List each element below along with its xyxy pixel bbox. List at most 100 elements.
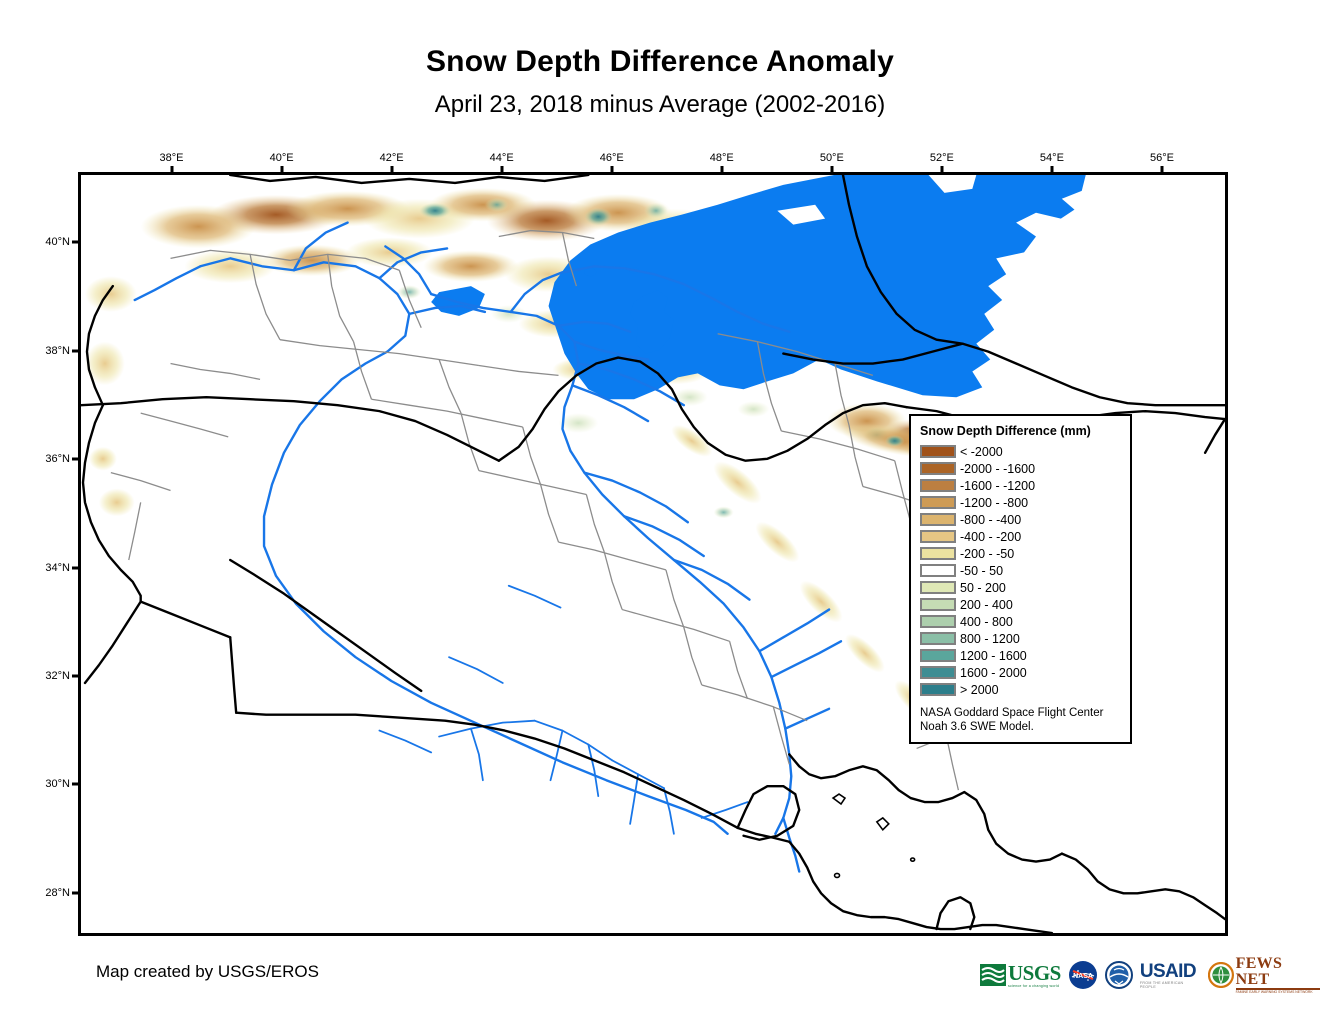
page-title: Snow Depth Difference Anomaly [425, 45, 895, 78]
longitude-tick [720, 166, 724, 175]
latitude-tick [72, 782, 81, 786]
longitude-tick [1160, 166, 1164, 175]
legend-row[interactable]: 1200 - 1600 [920, 647, 1122, 664]
latitude-label: 28°N [45, 886, 70, 899]
legend-swatch [920, 479, 956, 492]
usgs-logo-tagline: science for a changing world [1008, 983, 1060, 988]
legend-row[interactable]: -200 - -50 [920, 545, 1122, 562]
legend-row[interactable]: 50 - 200 [920, 579, 1122, 596]
coastline-gulf-iran [963, 790, 1064, 863]
longitude-tick [830, 166, 834, 175]
legend-swatch [920, 445, 956, 458]
legend-row[interactable]: 1600 - 2000 [920, 664, 1122, 681]
nasa-logo: NASA [1068, 959, 1098, 991]
legend-row[interactable]: -1200 - -800 [920, 494, 1122, 511]
legend-swatch [920, 598, 956, 611]
latitude-tick [72, 240, 81, 244]
legend-row[interactable]: -2000 - -1600 [920, 460, 1122, 477]
rivers [133, 221, 843, 873]
legend-label: 50 - 200 [960, 580, 1006, 595]
legend-label: > 2000 [960, 682, 999, 697]
legend-row[interactable]: < -2000 [920, 443, 1122, 460]
attribution-line-1: NASA Goddard Space Flight Center [920, 707, 1104, 719]
longitude-label: 56°E [1149, 152, 1174, 164]
latitude-tick [72, 349, 81, 353]
latitude-tick [72, 566, 81, 570]
latitude-label: 30°N [45, 778, 70, 791]
coastline-levant [81, 403, 142, 603]
coastline-gulf-south [788, 840, 1054, 933]
latitude-label: 36°N [45, 453, 70, 466]
legend-swatch [920, 581, 956, 594]
page-subtitle: April 23, 2018 minus Average (2002-2016) [434, 91, 886, 118]
latitude-tick [72, 891, 81, 895]
legend-label: 1200 - 1600 [960, 648, 1027, 663]
longitude-tick [500, 166, 504, 175]
longitude-label: 50°E [819, 152, 844, 164]
international-borders [81, 175, 1225, 933]
longitude-label: 44°E [489, 152, 514, 164]
legend-label: 200 - 400 [960, 597, 1013, 612]
legend-label: 1600 - 2000 [960, 665, 1027, 680]
river-euphrates [199, 257, 729, 835]
legend-swatch [920, 564, 956, 577]
fewsnet-logo: FEWS NET FAMINE EARLY WARNING SYSTEMS NE… [1207, 955, 1320, 994]
latitude-tick [72, 457, 81, 461]
legend-label: -2000 - -1600 [960, 461, 1036, 476]
legend-swatch [920, 666, 956, 679]
legend-row[interactable]: 800 - 1200 [920, 630, 1122, 647]
coastline-gulf-north [788, 753, 966, 804]
latitude-label: 38°N [45, 344, 70, 357]
longitude-tick [170, 166, 174, 175]
legend-row[interactable]: -800 - -400 [920, 511, 1122, 528]
legend-label: -200 - -50 [960, 546, 1015, 561]
legend-label: -400 - -200 [960, 529, 1022, 544]
legend-swatch [920, 547, 956, 560]
longitude-label: 38°E [159, 152, 184, 164]
usgs-logo-text: USGS [1008, 960, 1061, 985]
legend-row[interactable]: 200 - 400 [920, 596, 1122, 613]
legend-swatch [920, 615, 956, 628]
longitude-label: 48°E [709, 152, 734, 164]
usgs-logo: USGS science for a changing world [980, 959, 1061, 991]
svg-text:NASA: NASA [1073, 973, 1093, 980]
small-lake-a [584, 268, 597, 277]
legend-attribution: NASA Goddard Space Flight Center Noah 3.… [920, 706, 1122, 735]
nasa-meatball-icon: NASA [1068, 961, 1097, 989]
footer-credit: Map created by USGS/EROS [96, 962, 319, 981]
usaid-logo-text: USAID [1139, 960, 1197, 982]
latitude-label: 40°N [45, 236, 70, 249]
legend-swatch [920, 496, 956, 509]
legend-row[interactable]: -400 - -200 [920, 528, 1122, 545]
legend-row[interactable]: 400 - 800 [920, 613, 1122, 630]
legend-panel[interactable]: Snow Depth Difference (mm) < -2000 -2000 … [909, 414, 1132, 744]
legend-row[interactable]: -1600 - -1200 [920, 477, 1122, 494]
longitude-tick [1050, 166, 1054, 175]
longitude-label: 54°E [1039, 152, 1064, 164]
legend-label: -50 - 50 [960, 563, 1004, 578]
title-block: Snow Depth Difference Anomaly April 23, … [0, 0, 1320, 119]
latitude-tick [72, 674, 81, 678]
legend-swatch [920, 530, 956, 543]
latitude-label: 34°N [45, 561, 70, 574]
usaid-logo-tagline: FROM THE AMERICAN PEOPLE [1139, 980, 1184, 989]
attribution-line-2: Noah 3.6 SWE Model. [920, 721, 1034, 734]
noaa-logo [1104, 959, 1133, 991]
longitude-label: 42°E [379, 152, 404, 164]
fewsnet-logo-tagline: FAMINE EARLY WARNING SYSTEMS NETWORK [1235, 989, 1313, 994]
longitude-tick [280, 166, 284, 175]
legend-row[interactable]: > 2000 [920, 681, 1122, 698]
longitude-label: 52°E [929, 152, 954, 164]
logo-strip: USGS science for a changing world NASA U… [980, 955, 1320, 994]
legend-label: 400 - 800 [960, 614, 1013, 629]
legend-label: -1200 - -800 [960, 495, 1029, 510]
legend-swatch [920, 513, 956, 526]
legend-swatch [920, 462, 956, 475]
latitude-label: 32°N [45, 669, 70, 682]
legend-swatch [920, 649, 956, 662]
longitude-tick [940, 166, 944, 175]
usgs-wave-icon [980, 964, 1006, 986]
fewsnet-logo-text: FEWS NET [1235, 955, 1283, 989]
noaa-seal-icon [1104, 961, 1133, 989]
legend-row[interactable]: -50 - 50 [920, 562, 1122, 579]
